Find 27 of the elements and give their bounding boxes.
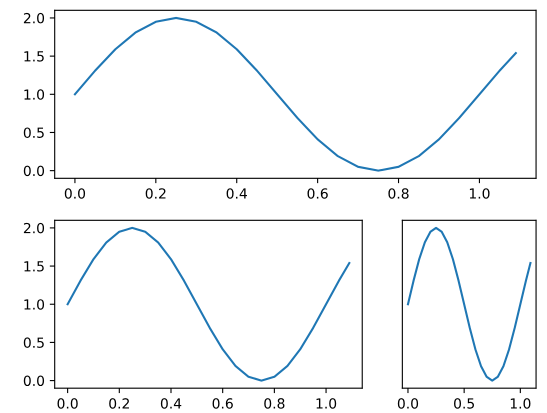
x-tick-label: 0.6 [308, 188, 328, 199]
x-tick-label: 0.0 [64, 188, 86, 199]
x-tick-label: 0.0 [398, 398, 418, 409]
line-series [66, 226, 350, 382]
y-tick-label: 0.5 [24, 127, 44, 138]
y-tick-label: 1.0 [24, 89, 44, 100]
x-tick-label: 0.4 [160, 398, 182, 409]
x-tick-label: 1.0 [316, 398, 336, 409]
x-tick-label: 0.8 [388, 188, 409, 199]
x-tick-label: 0.4 [226, 188, 247, 199]
y-tick-label: 1.5 [24, 261, 44, 272]
x-tick-label: 1.0 [510, 398, 530, 409]
x-tick-label: 0.0 [57, 398, 78, 409]
x-tick-label: 0.5 [454, 398, 474, 409]
x-tick-label: 1.0 [470, 188, 490, 199]
line-series [74, 16, 517, 172]
x-tick-label: 0.2 [146, 188, 166, 199]
y-tick-label: 2.0 [24, 12, 44, 24]
x-tick-label: 0.2 [109, 398, 129, 409]
y-tick-label: 1.0 [24, 299, 44, 310]
x-tick-label: 0.8 [264, 398, 284, 409]
y-tick-label: 1.5 [24, 51, 44, 62]
y-tick-label: 2.0 [24, 222, 44, 234]
x-tick-label: 0.6 [212, 398, 233, 409]
y-tick-label: 0.5 [24, 337, 44, 348]
y-tick-label: 0.0 [24, 166, 44, 176]
y-tick-label: 0.0 [24, 376, 44, 386]
